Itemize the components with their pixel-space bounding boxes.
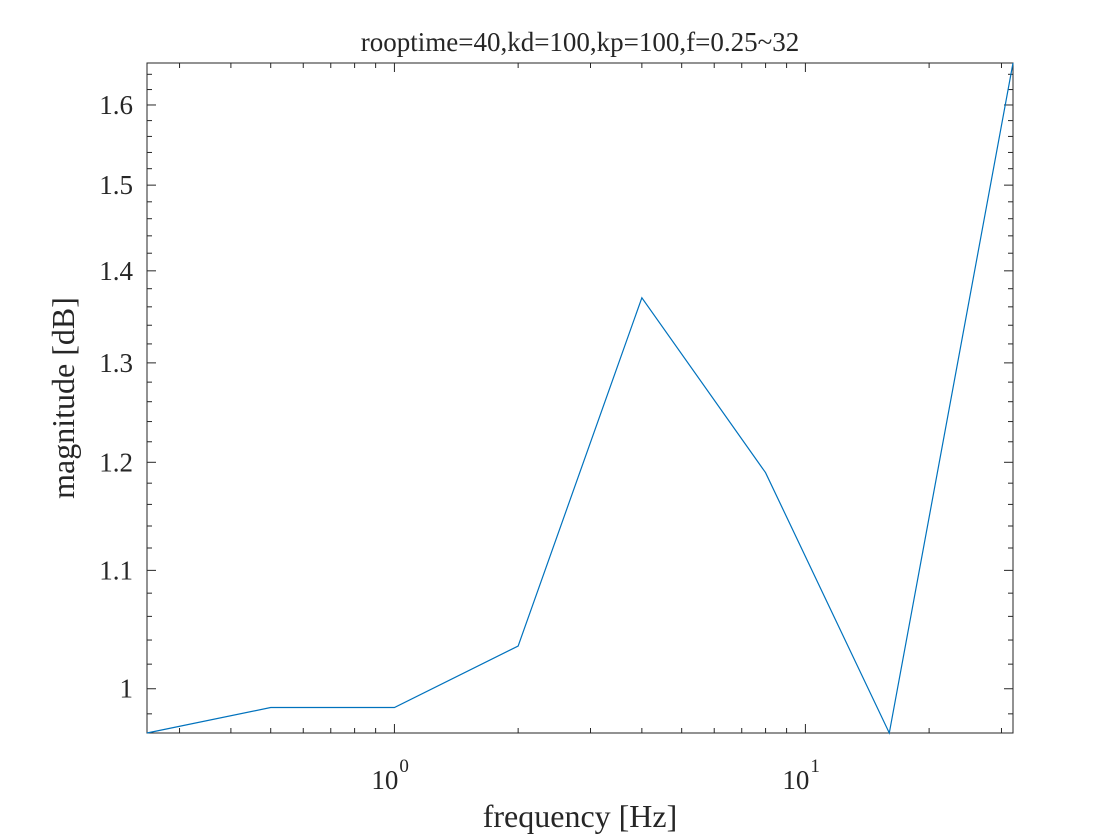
series-lines (146, 62, 1014, 735)
y-tick-label: 1.4 (99, 256, 133, 286)
y-tick-label: 1.5 (99, 170, 133, 200)
x-axis-label: frequency [Hz] (483, 798, 678, 834)
chart-title: rooptime=40,kd=100,kp=100,f=0.25~32 (361, 27, 800, 57)
y-tick-label: 1.3 (99, 348, 133, 378)
y-axis-ticks (147, 73, 1013, 715)
x-tick-label-exponent: 1 (810, 756, 820, 777)
y-tick-label: 1 (120, 674, 134, 704)
x-tick-label-exponent: 0 (399, 756, 409, 777)
y-axis-label: magnitude [dB] (45, 297, 81, 499)
x-tick-label: 10 0 (371, 756, 409, 795)
y-tick-label: 1.2 (99, 447, 133, 477)
plot-area (146, 62, 1014, 734)
y-tick-label: 1.6 (99, 90, 133, 120)
y-tick-label: 1.1 (99, 555, 133, 585)
x-axis-tick-labels: 10 0 10 1 (371, 756, 819, 795)
x-tick-label: 10 1 (782, 756, 820, 795)
x-tick-label-base: 10 (782, 765, 809, 795)
x-axis-ticks (179, 63, 1002, 733)
axes-box (146, 62, 1014, 734)
series-line (146, 62, 1014, 735)
y-axis-tick-labels: 1 1.1 1.2 1.3 1.4 1.5 1.6 (99, 90, 133, 704)
x-tick-label-base: 10 (371, 765, 398, 795)
